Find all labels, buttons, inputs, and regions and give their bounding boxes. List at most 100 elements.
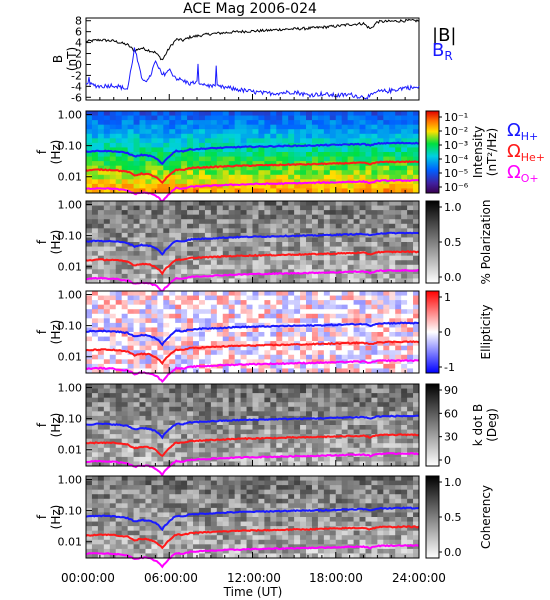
heatmap-cell xyxy=(121,415,129,421)
heatmap-cell xyxy=(317,156,325,162)
heatmap-cell xyxy=(181,188,188,194)
heatmap-cell xyxy=(175,255,182,261)
heatmap-cell xyxy=(401,278,408,284)
heatmap-cell xyxy=(222,318,230,324)
colorbar-tick-label: 10⁻³ xyxy=(444,139,468,152)
heatmap-cell xyxy=(86,115,93,121)
heatmap-cell xyxy=(395,129,402,135)
heatmap-cell xyxy=(145,530,152,536)
heatmap-cell xyxy=(252,161,259,167)
heatmap-cell xyxy=(109,309,117,315)
heatmap-cell xyxy=(347,443,354,449)
colorbar-unit: (nT²/Hz) xyxy=(485,128,499,176)
heatmap-cell xyxy=(264,300,271,306)
heatmap-cell xyxy=(187,489,194,495)
heatmap-cell xyxy=(317,411,325,417)
heatmap-cell xyxy=(294,438,301,444)
heatmap-cell xyxy=(294,517,301,522)
heatmap-cell xyxy=(86,447,93,453)
heatmap-cell xyxy=(222,517,230,522)
heatmap-cell xyxy=(127,548,134,554)
heatmap-cell xyxy=(335,461,343,467)
heatmap-cell xyxy=(264,170,271,176)
heatmap-cell xyxy=(252,246,259,252)
heatmap-cell xyxy=(222,264,230,270)
omega-he-line xyxy=(85,433,420,457)
heatmap-cell xyxy=(246,363,253,369)
heatmap-cell xyxy=(145,415,152,421)
heatmap-cell xyxy=(276,503,283,509)
heatmap-cell xyxy=(240,205,247,211)
heatmap-cell xyxy=(86,210,93,216)
heatmap-cell xyxy=(294,535,301,541)
heatmap-cell xyxy=(413,183,420,189)
heatmap-cell xyxy=(300,443,307,449)
heatmap-cell xyxy=(323,350,331,356)
heatmap-cell xyxy=(103,363,111,369)
heatmap-cell xyxy=(240,452,247,458)
heatmap-cell xyxy=(145,539,152,545)
heatmap-cell xyxy=(365,201,372,206)
heatmap-cell xyxy=(311,521,319,527)
heatmap-cell xyxy=(210,553,218,559)
heatmap-cell xyxy=(222,188,230,194)
heatmap-cell xyxy=(306,304,313,310)
heatmap-cell xyxy=(371,402,378,408)
heatmap-cell xyxy=(276,124,283,130)
heatmap-cell xyxy=(264,438,271,444)
heatmap-cell xyxy=(181,232,188,238)
heatmap-cell xyxy=(311,512,319,518)
y-tick-label: 8 xyxy=(75,15,82,28)
heatmap-cell xyxy=(97,388,105,394)
heatmap-cell xyxy=(222,548,230,554)
heatmap-cell xyxy=(216,517,224,522)
heatmap-cell xyxy=(401,384,408,389)
heatmap-cell xyxy=(97,318,105,324)
heatmap-cell xyxy=(383,152,390,157)
heatmap-cell xyxy=(210,512,218,518)
heatmap-cell xyxy=(353,120,360,126)
heatmap-cell xyxy=(371,156,378,162)
heatmap-cell xyxy=(145,295,152,301)
heatmap-cell xyxy=(329,388,337,394)
heatmap-cell xyxy=(187,526,194,532)
heatmap-cell xyxy=(145,255,152,261)
heatmap-cell xyxy=(347,223,354,229)
heatmap-cell xyxy=(353,425,360,430)
heatmap-cell xyxy=(216,201,224,206)
heatmap-cell xyxy=(91,341,99,347)
heatmap-cell xyxy=(198,260,206,266)
heatmap-cell xyxy=(329,420,337,426)
heatmap-cell xyxy=(335,397,343,403)
heatmap-cell xyxy=(323,273,331,279)
heatmap-cell xyxy=(198,205,206,211)
heatmap-cell xyxy=(234,535,242,541)
heatmap-cell xyxy=(300,183,307,189)
heatmap-cell xyxy=(145,544,152,550)
heatmap-cell xyxy=(181,429,188,435)
heatmap-cell xyxy=(276,214,283,220)
heatmap-cell xyxy=(109,260,117,266)
heatmap-cell xyxy=(204,526,212,532)
heatmap-cell xyxy=(401,219,408,225)
heatmap-cell xyxy=(407,170,414,176)
heatmap-cell xyxy=(86,214,93,220)
y-tick-label: 0 xyxy=(75,58,82,71)
heatmap-cell xyxy=(383,165,390,171)
heatmap-cell xyxy=(270,521,277,527)
heatmap-cell xyxy=(157,363,164,369)
heatmap-cell xyxy=(264,494,271,500)
heatmap-cell xyxy=(413,406,420,412)
y-tick-label: -4 xyxy=(71,80,82,93)
heatmap-cell xyxy=(91,517,99,522)
heatmap-cell xyxy=(258,219,265,225)
heatmap-cell xyxy=(86,332,93,337)
y-tick-label: 0.10 xyxy=(58,413,83,426)
heatmap-cell xyxy=(139,443,146,449)
heatmap-cell xyxy=(395,304,402,310)
heatmap-cell xyxy=(187,120,194,126)
heatmap-cell xyxy=(133,456,140,462)
heatmap-cell xyxy=(276,539,283,545)
heatmap-cell xyxy=(139,201,146,206)
